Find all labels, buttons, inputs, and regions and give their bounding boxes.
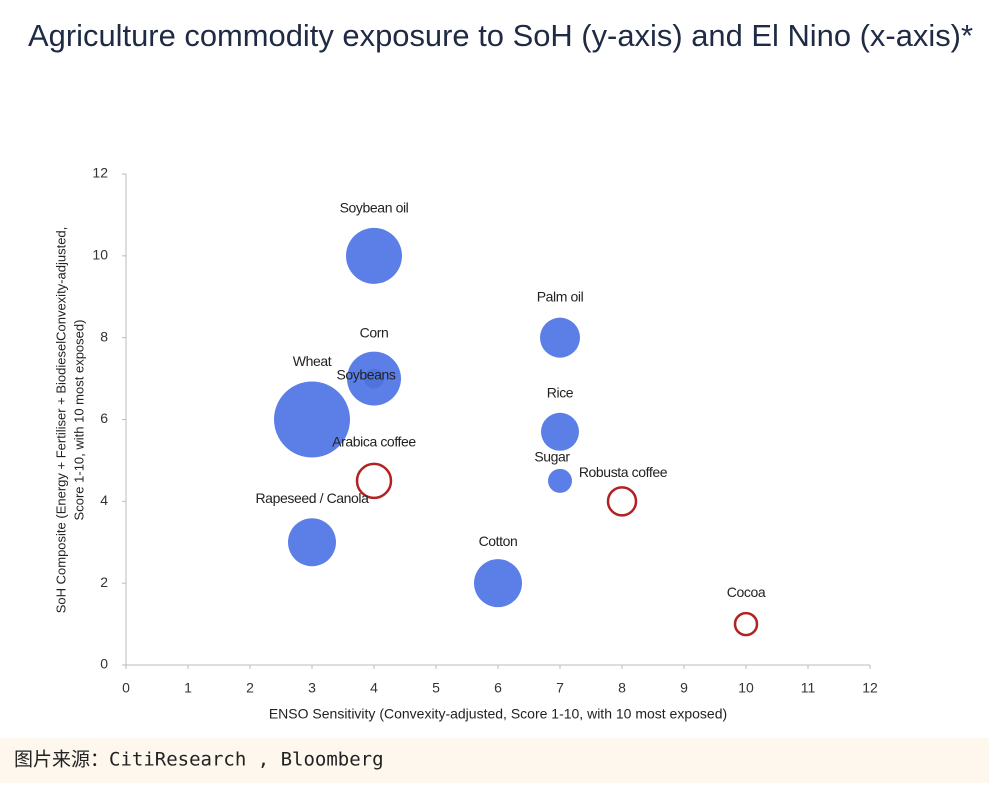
x-tick-label: 1: [184, 680, 192, 696]
bubble: [540, 317, 580, 358]
x-tick-label: 6: [494, 680, 502, 696]
chart-title: Agriculture commodity exposure to SoH (y…: [28, 18, 973, 53]
bubble: [288, 518, 336, 567]
bubble: [346, 227, 402, 284]
y-tick-label: 10: [92, 247, 108, 263]
x-tick-label: 0: [122, 680, 130, 696]
bubble: [548, 468, 572, 493]
x-tick-label: 8: [618, 680, 626, 696]
bubble: [541, 412, 579, 451]
y-tick-label: 0: [100, 656, 108, 672]
x-tick-label: 12: [862, 680, 878, 696]
x-tick-label: 5: [432, 680, 440, 696]
source-note: 图片来源：CitiResearch , Bloomberg: [14, 749, 384, 771]
y-tick-label: 12: [92, 165, 108, 181]
x-tick-label: 10: [738, 680, 754, 696]
bubble: [274, 381, 350, 458]
data-label: Palm oil: [537, 288, 584, 304]
data-label: Arabica coffee: [332, 434, 416, 450]
y-axis-label: Score 1-10, with 10 most exposed): [71, 320, 86, 521]
x-tick-label: 7: [556, 680, 564, 696]
bubble: [364, 368, 384, 389]
x-tick-label: 4: [370, 680, 378, 696]
y-axis-label: SoH Composite (Energy + Fertiliser + Bio…: [53, 227, 68, 614]
x-axis-label: ENSO Sensitivity (Convexity-adjusted, Sc…: [269, 706, 727, 722]
bubble: [474, 559, 522, 608]
data-label: Soybeans: [336, 366, 395, 382]
footer-band: [0, 738, 989, 783]
bubble: [606, 486, 638, 517]
y-tick-label: 8: [100, 328, 108, 344]
y-tick-label: 6: [100, 410, 108, 426]
data-label: Robusta coffee: [579, 464, 668, 480]
bubble: [733, 611, 759, 637]
data-label: Cocoa: [727, 584, 766, 600]
bubble: [355, 462, 393, 500]
data-label: Rapeseed / Canola: [255, 490, 369, 506]
data-label: Cotton: [479, 533, 518, 549]
y-tick-label: 4: [100, 492, 108, 508]
x-tick-label: 3: [308, 680, 316, 696]
y-tick-label: 2: [100, 574, 108, 590]
data-label: Corn: [360, 324, 389, 340]
x-tick-label: 11: [801, 680, 816, 696]
data-label: Sugar: [534, 449, 570, 465]
x-tick-label: 2: [246, 680, 254, 696]
data-label: Wheat: [293, 353, 332, 369]
data-label: Soybean oil: [340, 200, 409, 216]
data-label: Rice: [547, 384, 574, 400]
x-tick-label: 9: [680, 680, 688, 696]
